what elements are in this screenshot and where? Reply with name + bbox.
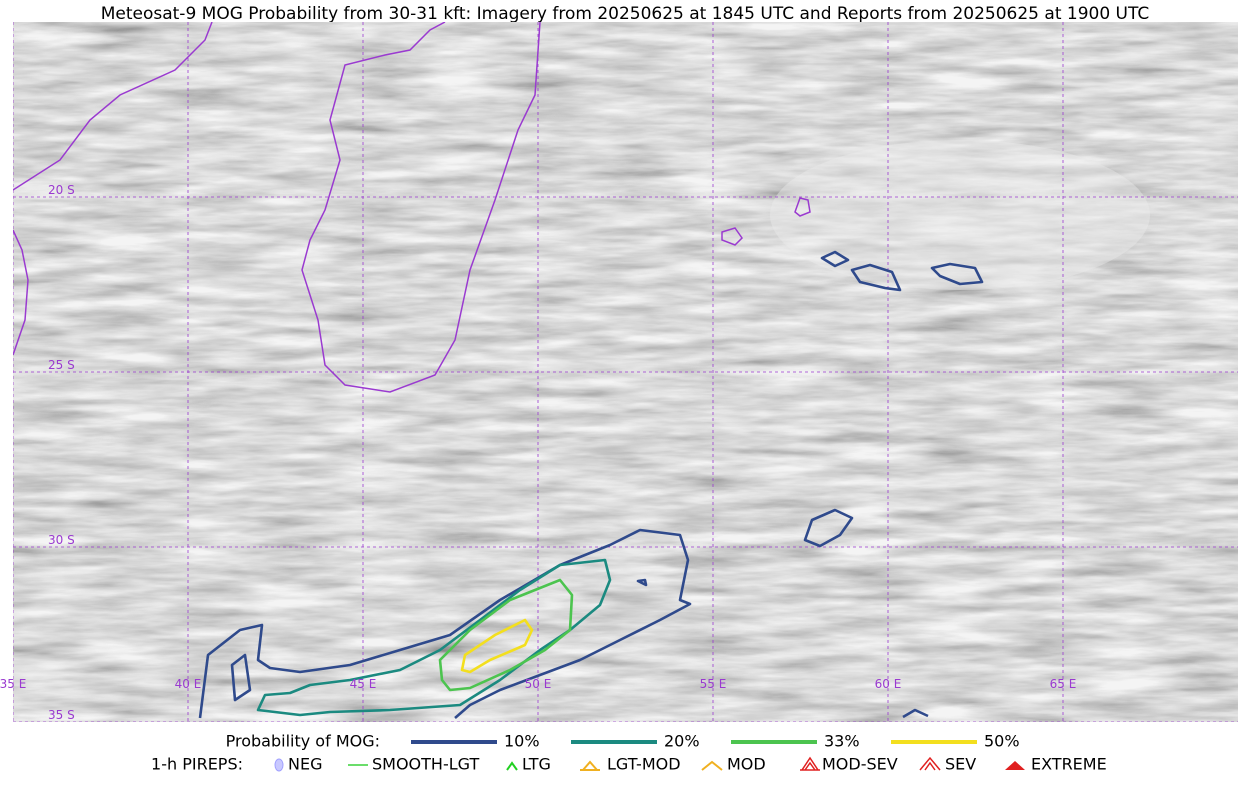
legend-label: MOD: [727, 755, 766, 774]
graticule-labels: 20 S 25 S 30 S 35 S 35 E 40 E 45 E 50 E 55 E 60 E…: [0, 183, 1076, 722]
map: [13, 22, 1238, 722]
graticule: [13, 22, 1238, 722]
pirep-symbol: [919, 756, 941, 771]
pirep-symbol: [1005, 761, 1025, 770]
contour-10: [230, 250, 984, 719]
pirep-symbol: [274, 758, 284, 772]
contour-20: [256, 558, 612, 717]
latitude-label: 20 S: [48, 183, 75, 197]
island: [794, 197, 811, 217]
legend-label: 50%: [984, 732, 1020, 751]
pirep-symbol: [701, 760, 723, 771]
pirep-symbol: [506, 761, 518, 771]
africa-coast-south: [13, 229, 29, 356]
contour-33: [438, 578, 574, 692]
legend: Probability of MOG: 1-h PIREPS: 10% 20% 33…: [151, 732, 1107, 774]
legend-label: LTG: [522, 755, 551, 774]
legend-label: SMOOTH-LGT: [372, 755, 479, 774]
contour-50: [460, 618, 534, 674]
longitude-label: 45 E: [350, 677, 377, 691]
legend-label: 20%: [664, 732, 700, 751]
pirep-symbol: [580, 760, 600, 771]
longitude-label: 50 E: [525, 677, 552, 691]
latitude-label: 25 S: [48, 358, 75, 372]
legend-label: 10%: [504, 732, 540, 751]
legend-label: 33%: [824, 732, 860, 751]
longitude-label: 60 E: [875, 677, 902, 691]
longitude-label: 35 E: [0, 677, 26, 691]
cloud-cluster: [770, 140, 1150, 290]
legend-label: NEG: [288, 755, 322, 774]
africa-coast: [13, 22, 213, 191]
coastlines: [13, 22, 811, 393]
legend-title: Probability of MOG:: [226, 732, 380, 751]
island: [721, 227, 743, 246]
longitude-label: 40 E: [175, 677, 202, 691]
title: Meteosat-9 MOG Probability from 30-31 kf…: [101, 4, 1150, 24]
latitude-label: 30 S: [48, 533, 75, 547]
latitude-label: 35 S: [48, 708, 75, 722]
contours: [198, 250, 984, 719]
legend-label: SEV: [945, 755, 976, 774]
longitude-label: 65 E: [1050, 677, 1077, 691]
madagascar: [301, 22, 541, 393]
pirep-symbol: [800, 756, 820, 771]
legend-title: 1-h PIREPS:: [151, 755, 243, 774]
legend-label: EXTREME: [1031, 755, 1107, 774]
contour-10: [198, 528, 692, 719]
legend-label: LGT-MOD: [607, 755, 681, 774]
longitude-label: 55 E: [700, 677, 727, 691]
legend-label: MOD-SEV: [822, 755, 898, 774]
